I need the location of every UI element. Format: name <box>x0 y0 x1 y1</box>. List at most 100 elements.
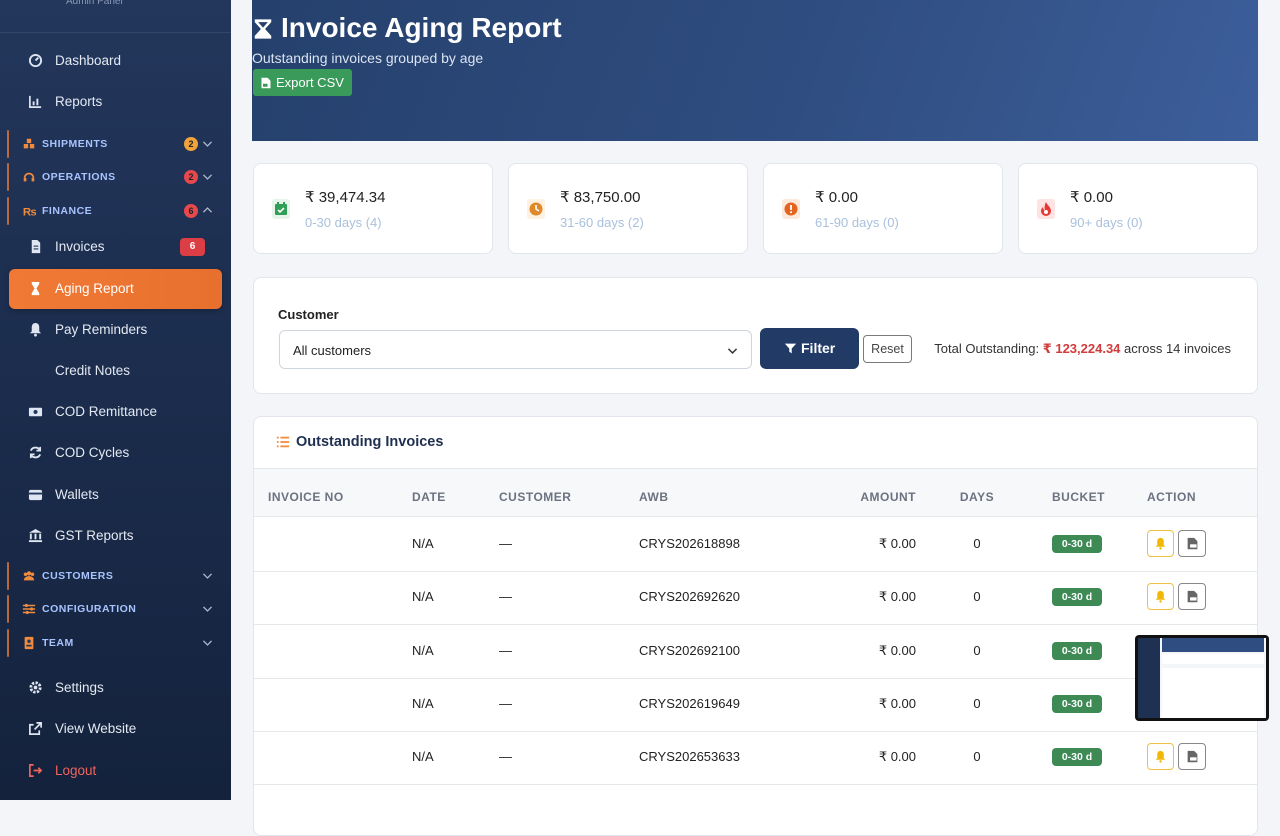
icon-part <box>30 607 34 611</box>
cell-date: N/A <box>412 749 434 765</box>
icon-part <box>29 322 42 337</box>
thumb-sidebar <box>1138 638 1160 718</box>
icon-part <box>24 636 34 650</box>
stat-card: ₹ 0.00 90+ days (0) <box>1018 163 1258 254</box>
nav-section[interactable]: ₨ FINANCE 6 <box>9 197 222 225</box>
icon-part <box>784 343 797 354</box>
icon-part <box>1041 202 1051 216</box>
stat-amount: ₹ 83,750.00 <box>560 189 641 206</box>
icon <box>28 53 43 73</box>
nav-item[interactable]: COD Cycles <box>9 433 222 473</box>
icon-part <box>280 436 290 439</box>
icon-part <box>39 533 42 540</box>
cell-awb: CRYS202619649 <box>639 695 740 711</box>
icon-part <box>1187 537 1198 550</box>
nav-item[interactable]: Settings <box>9 668 222 708</box>
nav-item[interactable]: COD Remittance <box>9 392 222 432</box>
badge: 6 <box>184 204 198 218</box>
cell-amount: ₹ 0.00 <box>878 589 916 605</box>
icon-part <box>26 138 32 144</box>
icon-part <box>202 640 213 646</box>
nav-item[interactable]: Logout <box>9 751 222 791</box>
icon-part <box>202 573 213 579</box>
icon-part <box>29 722 42 735</box>
cell-amount: ₹ 0.00 <box>878 642 916 658</box>
filter-button[interactable]: Filter <box>760 328 859 369</box>
thumbnail-content <box>1138 638 1266 718</box>
icon-part <box>34 333 37 337</box>
icon-part <box>1155 751 1166 763</box>
nav-item[interactable]: GST Reports <box>9 516 222 556</box>
icon-part <box>28 407 43 417</box>
icon-part <box>28 53 43 68</box>
nav-section[interactable]: CUSTOMERS <box>9 562 222 590</box>
icon <box>276 435 290 454</box>
nav-item[interactable]: View Website <box>9 709 222 749</box>
cell-awb: CRYS202692100 <box>639 642 740 658</box>
stat-card: ₹ 39,474.34 0-30 days (4) <box>253 163 493 254</box>
cell-date: N/A <box>412 536 434 551</box>
brand: Admin Panel <box>66 0 123 7</box>
section-accent <box>7 595 9 623</box>
icon <box>260 76 272 95</box>
nav-item[interactable]: Credit Notes <box>9 351 222 391</box>
icon-part <box>33 685 38 690</box>
nav-section[interactable]: SHIPMENTS 2 <box>9 130 222 158</box>
section-label: CUSTOMERS <box>42 570 114 582</box>
icon-part <box>1155 537 1166 547</box>
icon-part <box>202 207 213 213</box>
remind-button[interactable] <box>1147 583 1174 611</box>
pdf-button[interactable] <box>1178 530 1206 557</box>
icon-part <box>254 19 272 39</box>
nav-label: COD Remittance <box>55 404 158 419</box>
stat-label: 31-60 days (2) <box>560 215 644 230</box>
nav-label: Wallets <box>55 487 99 502</box>
nav-section[interactable]: OPERATIONS 2 <box>9 163 222 191</box>
icon <box>22 170 36 189</box>
icon <box>28 239 43 259</box>
cell-awb: CRYS202653633 <box>639 749 740 765</box>
divider <box>0 32 231 33</box>
icon-part <box>23 576 35 581</box>
export-button[interactable]: Export CSV <box>253 69 352 96</box>
nav-item[interactable]: Pay Reminders <box>9 310 222 350</box>
nav-section[interactable]: CONFIGURATION <box>9 595 222 623</box>
nav-section[interactable]: TEAM <box>9 629 222 657</box>
icon-part <box>26 571 32 576</box>
remind-button[interactable] <box>1147 743 1174 771</box>
nav-item[interactable]: Reports <box>9 82 222 122</box>
reset-button[interactable]: Reset <box>863 335 912 363</box>
icon-part <box>261 77 271 89</box>
icon-part <box>202 573 213 579</box>
icon <box>28 322 43 342</box>
icon-part <box>28 528 43 543</box>
icon-part <box>283 202 285 205</box>
column-header: CUSTOMER <box>499 490 572 504</box>
icon <box>1037 199 1055 219</box>
icon-part <box>1159 547 1162 550</box>
filter-label: Customer <box>278 307 339 322</box>
icon-part <box>1155 591 1166 603</box>
icon <box>782 199 800 219</box>
icon <box>1154 750 1167 768</box>
pdf-button[interactable] <box>1178 583 1206 611</box>
section-label: TEAM <box>42 637 74 649</box>
icon-part <box>23 172 35 179</box>
nav-item[interactable]: Wallets <box>9 475 222 515</box>
icon-part <box>29 144 35 149</box>
icon: ₨ <box>22 204 37 223</box>
icon-part <box>29 95 42 108</box>
icon-part <box>277 202 279 205</box>
icon <box>252 14 274 49</box>
icon-part <box>276 436 290 448</box>
nav-item[interactable]: Invoices 6 <box>9 227 222 267</box>
row-separator <box>254 677 1257 679</box>
icon-part <box>28 53 43 68</box>
nav-item[interactable]: Dashboard <box>9 41 222 81</box>
pdf-button[interactable] <box>1178 743 1206 771</box>
nav-item[interactable]: Aging Report <box>9 269 222 309</box>
remind-button[interactable] <box>1147 530 1174 557</box>
customer-select[interactable]: All customers <box>279 330 752 369</box>
icon-part <box>276 436 279 439</box>
